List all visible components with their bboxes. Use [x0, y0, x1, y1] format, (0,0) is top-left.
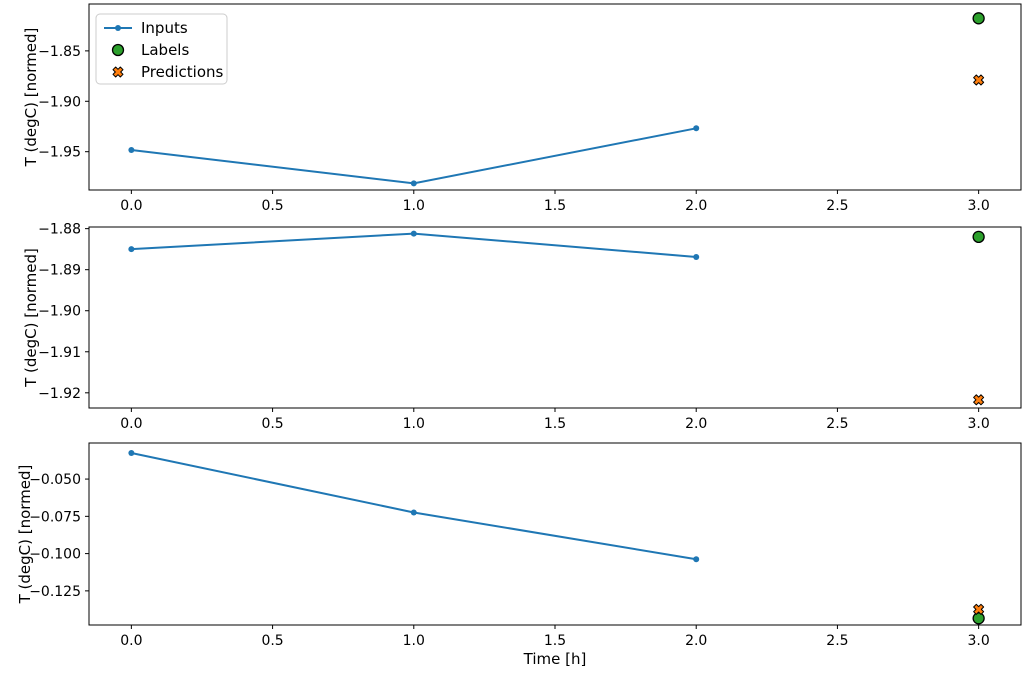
x-axis-label: Time [h]: [523, 650, 587, 668]
y-tick-label: −1.90: [38, 304, 81, 320]
y-axis-label: T (degC) [normed]: [22, 248, 40, 388]
x-tick-label: 1.0: [403, 416, 425, 432]
y-tick-label: −0.125: [29, 584, 81, 600]
legend-item-label: Labels: [141, 41, 189, 59]
labels-marker: [972, 12, 985, 25]
legend-item-label: Predictions: [141, 63, 224, 81]
predictions-marker: [973, 74, 985, 86]
x-tick-label: 1.5: [544, 198, 566, 214]
x-tick-label: 3.0: [968, 198, 990, 214]
x-tick-label: 0.5: [261, 633, 283, 649]
x-tick-label: 2.0: [685, 416, 707, 432]
predictions-marker: [973, 603, 985, 615]
inputs-point: [128, 246, 135, 253]
axes-frame: [88, 226, 1022, 409]
y-tick-label: −1.92: [38, 386, 81, 402]
legend-item-label: Inputs: [141, 19, 188, 37]
legend-inputs-marker-dot: [115, 25, 121, 31]
y-axis-label: T (degC) [normed]: [22, 28, 40, 168]
inputs-point: [693, 253, 700, 260]
legend-predictions-marker: [112, 66, 124, 78]
inputs-point: [693, 125, 700, 132]
x-tick-label: 1.5: [544, 633, 566, 649]
x-tick-label: 2.5: [826, 633, 848, 649]
y-axis-label: T (degC) [normed]: [16, 465, 34, 605]
inputs-point: [410, 509, 417, 516]
inputs-point: [128, 146, 135, 153]
labels-marker: [972, 230, 985, 244]
inputs-point: [693, 556, 700, 563]
axes-frame: [88, 3, 1022, 191]
x-tick-label: 2.5: [826, 198, 848, 214]
inputs-point: [410, 230, 417, 237]
y-tick-label: −1.90: [38, 94, 81, 110]
x-tick-label: 0.0: [120, 416, 142, 432]
x-tick-label: 0.5: [261, 198, 283, 214]
legend-box: [95, 13, 228, 85]
x-tick-label: 2.0: [685, 633, 707, 649]
predictions-marker: [973, 394, 985, 406]
axes-frame: [88, 442, 1022, 626]
subplot-2: 0.0 0.5 1.0 1.5 2.0 2.5 3.0 −1.88 −1.89 −1.90 −1.9…: [22, 222, 1022, 432]
y-tick-label: −1.95: [38, 145, 81, 161]
x-tick-label: 0.5: [261, 416, 283, 432]
x-tick-label: 3.0: [968, 416, 990, 432]
y-tick-label: −0.100: [29, 547, 81, 563]
inputs-point: [128, 449, 135, 456]
y-tick-label: −0.050: [29, 472, 81, 488]
y-tick-label: −1.85: [38, 44, 81, 60]
x-tick-label: 1.5: [544, 416, 566, 432]
x-tick-label: 3.0: [968, 633, 990, 649]
subplot-3: 0.0 0.5 1.0 1.5 2.0 2.5 3.0 −0.050 −0.075 −0.100 −…: [16, 442, 1022, 668]
x-tick-label: 2.5: [826, 416, 848, 432]
x-tick-label: 0.0: [120, 633, 142, 649]
y-tick-label: −1.89: [38, 263, 81, 279]
x-tick-label: 2.0: [685, 198, 707, 214]
y-tick-label: −1.91: [38, 345, 81, 361]
subplot-1: 0.0 0.5 1.0 1.5 2.0 2.5 3.0 −1.85 −1.90 −1.95T (d…: [22, 3, 1022, 214]
y-tick-label: −1.88: [38, 222, 81, 238]
legend: Inputs Labels Predictions: [95, 13, 228, 85]
y-tick-label: −0.075: [29, 509, 81, 525]
x-tick-label: 0.0: [120, 198, 142, 214]
x-tick-label: 1.0: [403, 198, 425, 214]
inputs-point: [410, 180, 417, 187]
legend-labels-marker: [111, 43, 125, 57]
x-tick-label: 1.0: [403, 633, 425, 649]
labels-marker: [972, 612, 985, 625]
